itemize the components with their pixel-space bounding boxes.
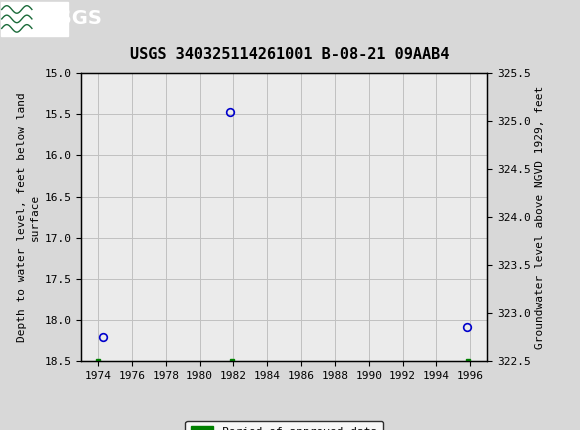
Text: USGS: USGS xyxy=(42,9,102,28)
Y-axis label: Groundwater level above NGVD 1929, feet: Groundwater level above NGVD 1929, feet xyxy=(535,86,545,349)
Text: USGS 340325114261001 B-08-21 09AAB4: USGS 340325114261001 B-08-21 09AAB4 xyxy=(130,47,450,62)
Legend: Period of approved data: Period of approved data xyxy=(186,421,383,430)
Y-axis label: Depth to water level, feet below land
surface: Depth to water level, feet below land su… xyxy=(17,92,41,342)
